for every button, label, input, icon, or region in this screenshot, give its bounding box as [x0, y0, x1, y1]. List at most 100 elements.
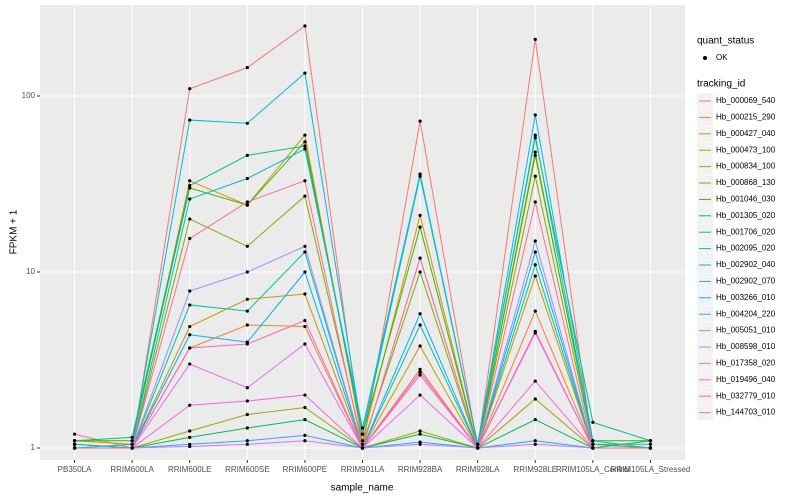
data-point — [418, 370, 422, 374]
data-point — [245, 439, 249, 443]
data-point — [130, 442, 134, 446]
data-point — [245, 426, 249, 430]
data-point — [245, 412, 249, 417]
legend-label: Hb_144703_010 — [716, 408, 776, 417]
data-point — [533, 174, 537, 178]
legend-label: Hb_002902_040 — [716, 260, 776, 269]
legend-label: Hb_002902_070 — [716, 277, 776, 286]
data-point — [533, 439, 537, 443]
legend-label: Hb_005051_010 — [716, 326, 776, 335]
data-point — [533, 274, 537, 278]
data-point — [360, 442, 365, 446]
data-point — [418, 367, 422, 371]
data-point — [360, 426, 365, 430]
data-point — [648, 442, 653, 446]
data-point — [533, 133, 537, 137]
data-point — [418, 174, 422, 178]
legend-label: Hb_008598_010 — [716, 342, 776, 351]
data-point — [533, 309, 537, 313]
data-point — [418, 213, 422, 217]
data-point — [303, 342, 307, 346]
data-point — [188, 333, 192, 337]
data-point — [303, 144, 307, 148]
data-point — [418, 373, 422, 377]
data-point — [476, 442, 480, 446]
data-point — [303, 318, 307, 323]
legend-label: Hb_001046_030 — [716, 195, 776, 204]
x-tick-label: PB350LA — [58, 465, 92, 474]
data-point — [188, 289, 192, 293]
data-point — [303, 71, 307, 75]
data-point — [418, 323, 422, 327]
data-point — [72, 446, 77, 450]
data-point — [303, 270, 307, 274]
legend-label: Hb_003266_010 — [716, 293, 776, 302]
y-tick-label: 100 — [22, 91, 36, 100]
data-point — [245, 399, 249, 403]
data-point — [303, 147, 307, 151]
data-point — [533, 418, 537, 422]
data-point — [188, 179, 192, 183]
legend-label: Hb_019496_040 — [716, 375, 776, 384]
x-axis-label: sample_name — [331, 483, 394, 494]
data-point — [476, 446, 480, 450]
legend-label: Hb_001305_020 — [716, 211, 776, 220]
data-point — [130, 435, 134, 439]
data-point — [533, 442, 537, 446]
data-point — [188, 217, 192, 221]
data-point — [591, 439, 595, 443]
legend-title: tracking_id — [697, 79, 745, 90]
data-point — [188, 87, 192, 91]
data-point — [245, 386, 249, 390]
data-point — [533, 397, 537, 401]
data-point — [533, 150, 537, 154]
data-point — [245, 200, 249, 204]
legend-label: Hb_000834_100 — [716, 162, 776, 171]
data-point — [245, 203, 249, 207]
x-tick-label: RRIM600LE — [168, 465, 212, 474]
data-point — [245, 342, 249, 346]
data-point — [72, 442, 77, 446]
data-point — [360, 446, 365, 450]
data-point — [188, 236, 192, 241]
data-point — [533, 153, 537, 157]
data-point — [188, 324, 192, 329]
y-axis-label: FPKM + 1 — [9, 209, 20, 254]
data-point — [72, 439, 77, 443]
data-point — [418, 344, 422, 348]
x-tick-label: RRIM928BA — [398, 465, 443, 474]
data-point — [303, 179, 307, 183]
y-tick-label: 10 — [26, 267, 35, 276]
data-point — [72, 432, 77, 436]
legend-label: Hb_000215_290 — [716, 113, 776, 122]
data-point — [245, 297, 249, 301]
data-point — [130, 439, 134, 443]
x-tick-label: RRIM600PE — [283, 465, 327, 474]
data-point — [533, 200, 537, 204]
legend-label: Hb_000427_040 — [716, 129, 776, 138]
data-point — [418, 312, 422, 316]
data-point — [188, 435, 192, 439]
legend-label: Hb_002095_020 — [716, 244, 776, 253]
data-point — [418, 225, 422, 229]
data-point — [188, 442, 192, 446]
data-point — [303, 194, 307, 198]
data-point — [360, 439, 365, 443]
data-point — [245, 323, 249, 327]
data-point — [245, 153, 249, 157]
data-point — [245, 121, 249, 125]
data-point — [648, 439, 653, 443]
data-point — [533, 263, 537, 267]
data-point — [533, 239, 537, 243]
data-point — [303, 433, 307, 437]
data-point — [188, 186, 192, 190]
x-tick-label: RRIM901LA — [341, 465, 385, 474]
data-point — [188, 303, 192, 307]
data-point — [188, 403, 192, 407]
data-point — [303, 133, 307, 137]
data-point — [533, 250, 537, 254]
data-point — [648, 446, 653, 450]
x-tick-label: RRIM105LA_Stressed — [611, 465, 691, 474]
data-point — [418, 429, 422, 433]
